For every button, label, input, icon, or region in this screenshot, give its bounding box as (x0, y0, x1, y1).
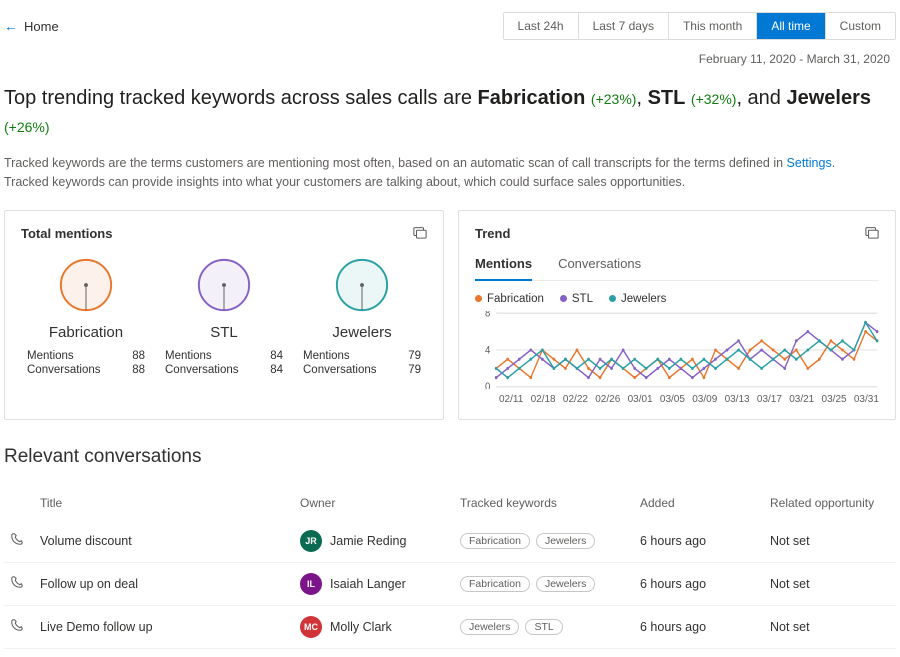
chart-legend: Fabrication STL Jewelers (475, 293, 879, 305)
owner-name: Jamie Reding (330, 534, 406, 548)
keyword-tag: Jewelers (536, 533, 595, 549)
headline-keyword: STL (648, 87, 686, 109)
settings-link[interactable]: Settings (787, 156, 832, 170)
headline-pct: (+23%) (591, 91, 637, 107)
legend-item-fabrication: Fabrication (475, 293, 544, 305)
headline-keyword: Jewelers (786, 87, 871, 109)
owner-name: Molly Clark (330, 620, 392, 634)
home-link[interactable]: ← Home (4, 18, 59, 34)
added-time: 6 hours ago (640, 577, 770, 591)
owner-cell: IL Isaiah Langer (300, 573, 460, 595)
added-time: 6 hours ago (640, 620, 770, 634)
phone-icon (10, 575, 40, 592)
owner-cell: MC Molly Clark (300, 616, 460, 638)
added-time: 6 hours ago (640, 534, 770, 548)
legend-item-jewelers: Jewelers (609, 293, 666, 305)
phone-icon (10, 532, 40, 549)
svg-text:8: 8 (485, 311, 491, 320)
keyword-circle-jewelers: Jewelers Mentions79 Conversations79 (297, 256, 427, 377)
total-mentions-panel: Total mentions Fabrication Mentions88 Co… (4, 210, 444, 420)
keyword-tags: Jewelers STL (460, 619, 640, 635)
avatar: IL (300, 573, 322, 595)
keyword-circle-stl: STL Mentions84 Conversations84 (159, 256, 289, 377)
expand-icon[interactable] (413, 225, 427, 242)
table-row[interactable]: Live Demo follow up MC Molly Clark Jewel… (4, 606, 896, 649)
keyword-tag: Jewelers (536, 576, 595, 592)
conversations-table: Title Owner Tracked keywords Added Relat… (4, 486, 896, 649)
trend-chart: 0 4 8 (475, 311, 879, 389)
related-opportunity: Not set (770, 620, 890, 634)
conv-title: Live Demo follow up (40, 620, 300, 634)
trend-panel: Trend Mentions Conversations Fabrication S… (458, 210, 896, 420)
home-label: Home (24, 19, 59, 34)
avatar: MC (300, 616, 322, 638)
expand-icon[interactable] (865, 225, 879, 242)
time-tab-last-7-days[interactable]: Last 7 days (579, 13, 669, 39)
related-opportunity: Not set (770, 534, 890, 548)
phone-icon (10, 618, 40, 635)
headline-pct: (+26%) (4, 119, 50, 135)
keyword-tag: Jewelers (460, 619, 519, 635)
trend-tab-conversations[interactable]: Conversations (558, 256, 641, 280)
trend-tab-mentions[interactable]: Mentions (475, 256, 532, 281)
avatar: JR (300, 530, 322, 552)
owner-cell: JR Jamie Reding (300, 530, 460, 552)
chart-x-axis: 02/1102/1802/2202/2603/0103/0503/0903/13… (475, 392, 879, 405)
related-opportunity: Not set (770, 577, 890, 591)
arrow-left-icon: ← (4, 18, 18, 34)
circle-icon (333, 256, 391, 314)
conv-title: Follow up on deal (40, 577, 300, 591)
owner-name: Isaiah Langer (330, 577, 406, 591)
page-description: Tracked keywords are the terms customers… (4, 154, 896, 210)
panel-title: Total mentions (21, 226, 112, 241)
keyword-tags: Fabrication Jewelers (460, 533, 640, 549)
panel-title: Trend (475, 226, 510, 241)
circle-label: STL (210, 324, 238, 341)
page-headline: Top trending tracked keywords across sal… (4, 84, 896, 154)
keyword-tags: Fabrication Jewelers (460, 576, 640, 592)
keyword-tag: STL (525, 619, 562, 635)
conv-title: Volume discount (40, 534, 300, 548)
legend-item-stl: STL (560, 293, 593, 305)
time-tab-last-24h[interactable]: Last 24h (504, 13, 579, 39)
table-row[interactable]: Follow up on deal IL Isaiah Langer Fabri… (4, 563, 896, 606)
conversations-title: Relevant conversations (4, 446, 896, 468)
time-tab-all-time[interactable]: All time (757, 13, 825, 39)
circle-icon (195, 256, 253, 314)
svg-text:4: 4 (485, 344, 491, 356)
table-header: Title Owner Tracked keywords Added Relat… (4, 486, 896, 520)
circle-icon (57, 256, 115, 314)
circle-label: Jewelers (332, 324, 391, 341)
keyword-tag: Fabrication (460, 576, 530, 592)
time-tab-custom[interactable]: Custom (826, 13, 895, 39)
svg-text:0: 0 (485, 381, 491, 388)
time-range-tabs: Last 24hLast 7 daysThis monthAll timeCus… (503, 12, 896, 40)
table-row[interactable]: Volume discount JR Jamie Reding Fabricat… (4, 520, 896, 563)
keyword-tag: Fabrication (460, 533, 530, 549)
headline-pct: (+32%) (691, 91, 737, 107)
time-tab-this-month[interactable]: This month (669, 13, 757, 39)
circle-label: Fabrication (49, 324, 123, 341)
headline-keyword: Fabrication (478, 87, 586, 109)
keyword-circle-fabrication: Fabrication Mentions88 Conversations88 (21, 256, 151, 377)
trend-tabs: Mentions Conversations (475, 256, 879, 281)
date-range: February 11, 2020 - March 31, 2020 (4, 48, 896, 84)
